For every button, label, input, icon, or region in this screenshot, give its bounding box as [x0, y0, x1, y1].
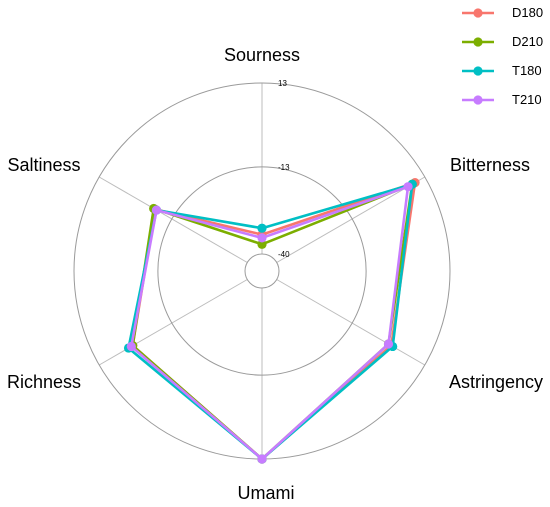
legend-label: D180: [512, 5, 544, 20]
grid-circle: [244, 253, 280, 289]
legend-key: [462, 8, 494, 18]
legend-key: [462, 37, 494, 47]
radar-spoke: [276, 176, 426, 263]
tick-label: -13: [278, 163, 290, 172]
grid-circle: [157, 166, 367, 376]
tick-label: 13: [278, 79, 287, 88]
legend-label: T210: [512, 92, 542, 107]
series-point-t210: [383, 339, 394, 349]
radar-spoke: [98, 279, 248, 366]
radar-spoke: [98, 176, 248, 263]
radar-spoke: [276, 279, 426, 366]
axis-label-richness: Richness: [7, 372, 81, 392]
series-point-d210: [257, 239, 267, 249]
legend-item-d180: D180: [456, 0, 550, 29]
series-point-t210: [257, 233, 267, 243]
series-point-t210: [257, 454, 267, 464]
axis-label-saltiness: Saltiness: [7, 155, 80, 175]
series-point-t180: [257, 223, 267, 233]
series-point-t210: [403, 182, 413, 192]
legend-item-d210: D210: [456, 29, 550, 58]
series-point-t210: [126, 341, 136, 352]
legend-key: [462, 66, 494, 76]
tick-label: -40: [278, 250, 290, 259]
axis-label-bitterness: Bitterness: [450, 155, 530, 175]
legend: D180 D210 T180 T210: [456, 0, 550, 116]
legend-item-t210: T210: [456, 87, 550, 116]
axis-label-astringency: Astringency: [449, 372, 543, 392]
legend-label: T180: [512, 63, 542, 78]
legend-item-t180: T180: [456, 58, 550, 87]
legend-key: [462, 95, 494, 105]
legend-label: D210: [512, 34, 544, 49]
axis-label-umami: Umami: [238, 483, 295, 503]
series-point-t210: [151, 205, 162, 215]
axis-label-sourness: Sourness: [224, 45, 300, 65]
